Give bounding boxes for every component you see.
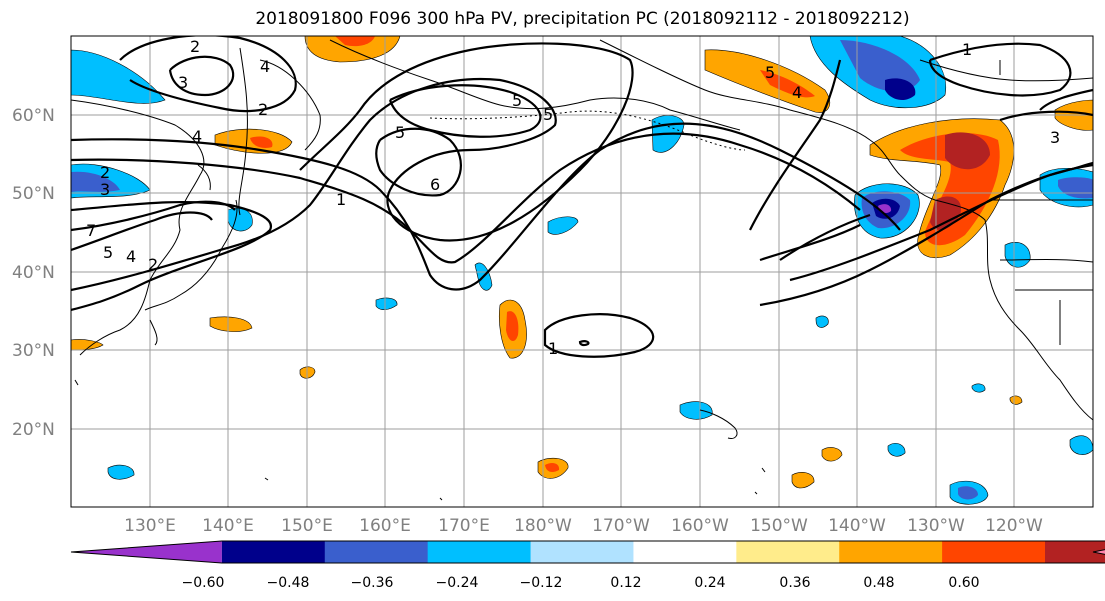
colorbar: −0.60 −0.48 −0.36 −0.24 −0.12 0.12 0.24 … — [70, 540, 1105, 591]
lon-label: 120°W — [985, 516, 1043, 536]
pv-label: 4 — [192, 127, 202, 146]
lat-label: 40°N — [12, 263, 55, 283]
colorbar-swatch — [427, 541, 532, 563]
pv-label: 2 — [258, 100, 268, 119]
lat-label: 30°N — [12, 341, 55, 361]
longitude-labels: 130°E 140°E 150°E 160°E 170°E 180°W 170°… — [124, 516, 1043, 536]
colorbar-swatch — [1093, 549, 1105, 555]
pv-label: 5 — [765, 63, 775, 82]
colorbar-tick-label: 0.12 — [610, 575, 641, 591]
lon-label: 160°W — [671, 516, 729, 536]
pv-label: 1 — [336, 190, 346, 209]
colorbar-tick-label: 0.24 — [694, 575, 725, 591]
colorbar-swatch — [736, 541, 840, 563]
colorbar-tick-label: −0.60 — [182, 575, 225, 591]
colorbar-swatch — [221, 541, 326, 563]
colorbar-tick-label: −0.36 — [351, 575, 394, 591]
pv-label: 3 — [1050, 128, 1060, 147]
lon-label: 170°E — [438, 516, 490, 536]
colorbar-tick-label: 0.36 — [779, 575, 810, 591]
colorbar-swatch — [71, 541, 222, 563]
lon-label: 130°W — [907, 516, 965, 536]
pv-label: 2 — [148, 255, 158, 274]
lat-label: 50°N — [12, 184, 55, 204]
pv-label: 7 — [86, 221, 96, 240]
map-frame — [70, 35, 1094, 508]
pv-label: 3 — [100, 180, 110, 199]
colorbar-tick-label: 0.48 — [863, 575, 894, 591]
pv-label: 2 — [190, 37, 200, 56]
lon-label: 150°W — [750, 516, 808, 536]
colorbar-swatch — [839, 541, 943, 563]
lon-label: 130°E — [124, 516, 176, 536]
lon-label: 180°W — [514, 516, 572, 536]
pv-label: 3 — [178, 73, 188, 92]
pv-label: 5 — [103, 243, 113, 262]
lat-label: 20°N — [12, 420, 55, 440]
colorbar-tick-label: −0.12 — [520, 575, 563, 591]
pv-label: 4 — [126, 247, 136, 266]
lon-label: 170°W — [592, 516, 650, 536]
lon-label: 150°E — [281, 516, 333, 536]
pv-label: 5 — [543, 105, 553, 124]
pv-label: 2 — [100, 163, 110, 182]
lon-label: 140°E — [202, 516, 254, 536]
colorbar-swatch — [942, 541, 1046, 563]
lat-label: 60°N — [12, 106, 55, 126]
colorbar-outline — [70, 540, 1105, 564]
lon-label: 160°E — [359, 516, 411, 536]
colorbar-tick-label: 0.60 — [948, 575, 979, 591]
colorbar-swatches — [70, 540, 1105, 564]
colorbar-swatch — [1045, 541, 1105, 563]
colorbar-swatch — [324, 541, 429, 563]
pv-contour-labels: 2 3 4 2 4 5 5 5 6 1 2 3 7 5 4 2 5 4 1 3 … — [86, 37, 1060, 358]
latitude-labels: 60°N 50°N 40°N 30°N 20°N — [12, 106, 55, 440]
colorbar-tick-label: −0.48 — [267, 575, 310, 591]
pv-label: 5 — [395, 123, 405, 142]
pv-label: 4 — [792, 83, 802, 102]
colorbar-tick-label: −0.24 — [436, 575, 479, 591]
pv-label: 6 — [430, 175, 440, 194]
pv-label: 5 — [512, 91, 522, 110]
coastlines — [71, 39, 1093, 501]
colorbar-ticks: −0.60 −0.48 −0.36 −0.24 −0.12 0.12 0.24 … — [182, 575, 980, 591]
colorbar-swatch — [530, 541, 634, 563]
map-title: 2018091800 F096 300 hPa PV, precipitatio… — [255, 9, 910, 29]
pv-label: 1 — [548, 339, 558, 358]
pv-label: 1 — [962, 40, 972, 59]
lon-label: 140°W — [828, 516, 886, 536]
colorbar-swatch — [633, 541, 737, 563]
precipitation-shading — [71, 36, 1093, 505]
pv-label: 4 — [260, 57, 270, 76]
